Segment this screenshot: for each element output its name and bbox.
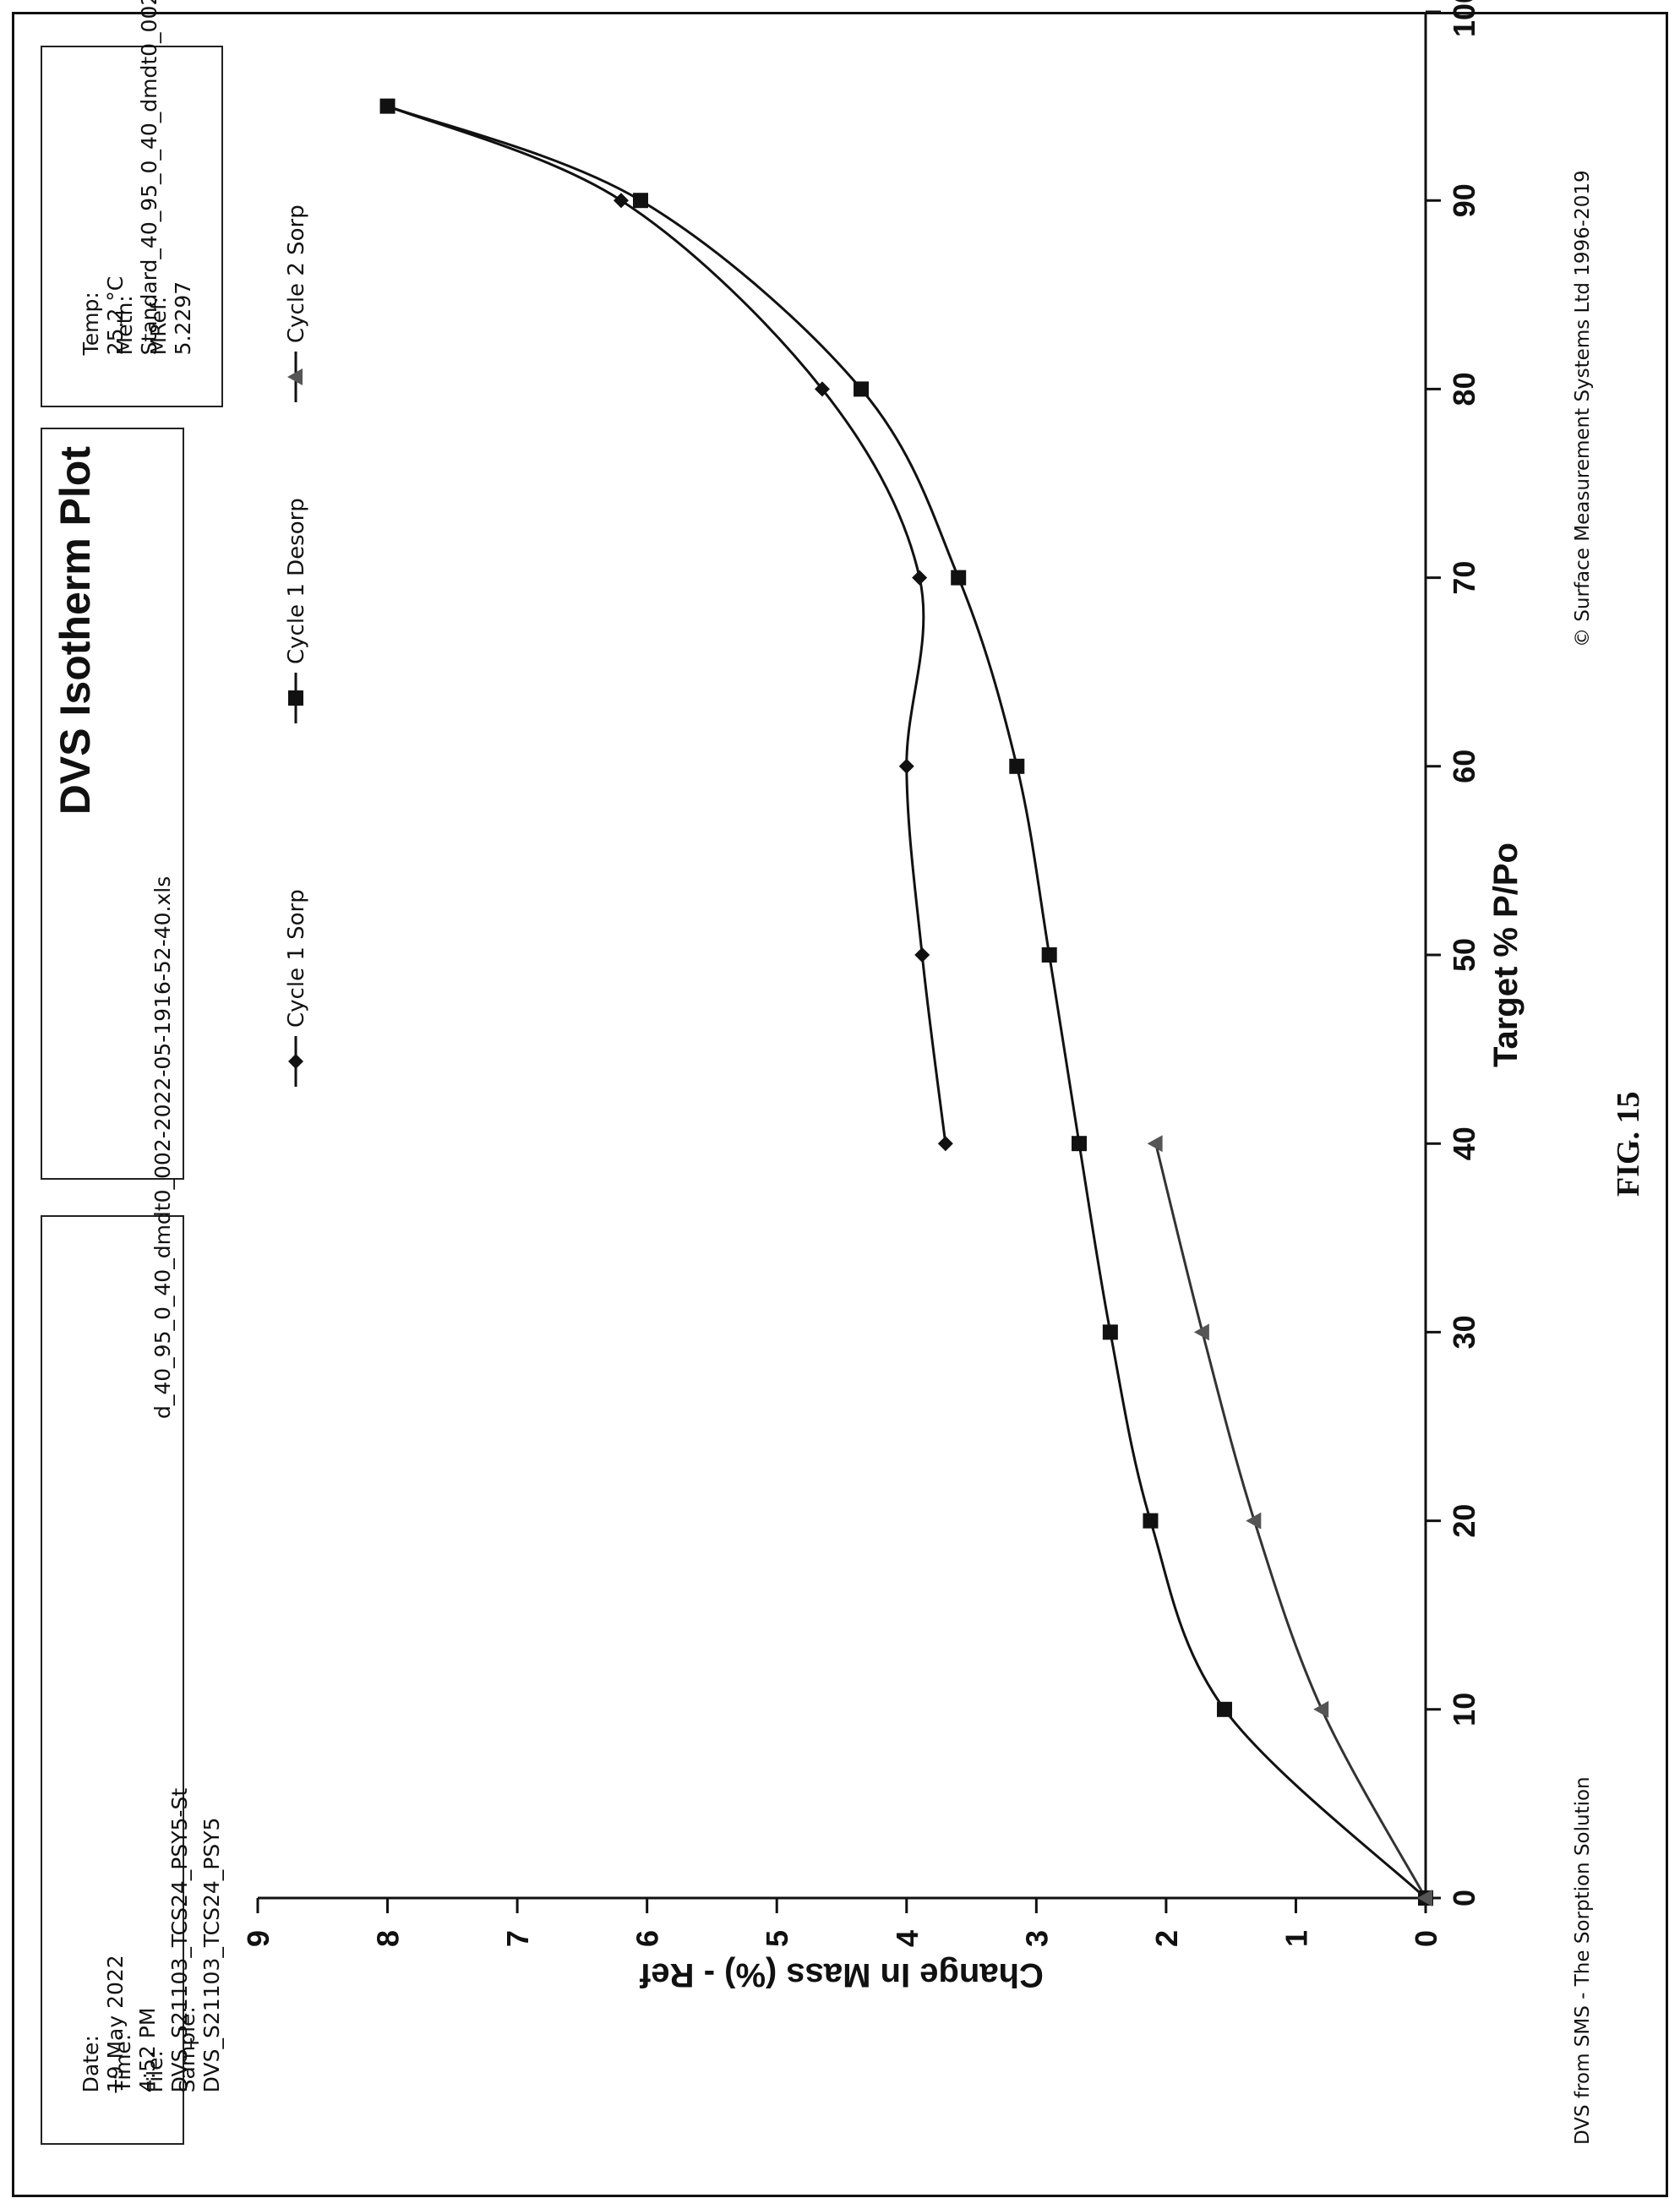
- footer-left: DVS from SMS - The Sorption Solution: [1572, 1776, 1594, 2145]
- y-tick-label: 3: [1019, 1930, 1054, 1947]
- x-tick-label: 80: [1447, 372, 1481, 406]
- series-3-point: [1193, 1323, 1209, 1341]
- series-2-point: [854, 381, 870, 397]
- y-tick-label: 0: [1409, 1930, 1443, 1947]
- x-tick-label: 60: [1447, 750, 1481, 783]
- figure-caption: FIG. 15: [1611, 1091, 1646, 1197]
- page-frame: [12, 12, 1668, 2197]
- series-2-point: [1102, 1324, 1118, 1340]
- legend-label: Cycle 1 Sorp: [284, 889, 309, 1028]
- series-3-point: [1147, 1135, 1163, 1153]
- series-2-point: [951, 570, 967, 586]
- series-1-point: [814, 381, 830, 397]
- legend-label: Cycle 2 Sorp: [284, 205, 309, 343]
- series-2-point: [1009, 758, 1025, 774]
- x-tick-label: 10: [1447, 1693, 1481, 1726]
- x-tick-label: 30: [1447, 1315, 1481, 1349]
- series-1-point: [937, 1136, 953, 1152]
- y-tick-label: 7: [500, 1930, 535, 1947]
- x-tick-label: 50: [1447, 938, 1481, 972]
- y-tick-label: 5: [760, 1930, 794, 1947]
- series-3-point: [1417, 1890, 1432, 1906]
- series-1-point: [613, 193, 629, 209]
- series-2-point: [632, 193, 648, 209]
- series-2-point: [1041, 947, 1057, 963]
- legend-marker: [288, 690, 303, 706]
- y-tick-label: 1: [1279, 1930, 1313, 1947]
- y-tick-label: 2: [1149, 1930, 1184, 1947]
- series-line-2: [387, 105, 1427, 1900]
- series-line-3: [1154, 1143, 1427, 1899]
- series-2-point: [1216, 1701, 1232, 1717]
- series-3-point: [1246, 1512, 1262, 1530]
- x-tick-label: 20: [1447, 1504, 1481, 1538]
- y-tick-label: 4: [890, 1930, 925, 1947]
- series-1-point: [898, 758, 914, 774]
- isotherm-chart: 0 10 20 30 40 50 60 70 80 90 100 0 1 2 3 4 5 6 7 8 9 Target %…: [241, 0, 1525, 1994]
- series-2-point: [1143, 1513, 1159, 1529]
- legend-label: Cycle 1 Desorp: [284, 498, 309, 664]
- series-2-point: [1072, 1136, 1088, 1152]
- x-tick-label: 40: [1447, 1126, 1481, 1160]
- series-3-point: [1313, 1700, 1329, 1718]
- series-line-1: [386, 105, 947, 1144]
- y-axis-title: Change In Mass (%) - Ref: [639, 1956, 1044, 1994]
- x-tick-label: 70: [1447, 561, 1481, 595]
- y-tick-label: 9: [241, 1930, 275, 1947]
- x-axis-title: Target % P/Po: [1487, 843, 1525, 1067]
- footer-right: © Surface Measurement Systems Ltd 1996-2…: [1572, 170, 1594, 647]
- y-tick-label: 8: [371, 1930, 406, 1947]
- x-tick-label: 90: [1447, 183, 1481, 217]
- y-tick-label: 6: [630, 1930, 665, 1947]
- x-tick-label: 100: [1447, 0, 1481, 37]
- series-2-point: [379, 98, 395, 114]
- rotated-page: Date: 19 May 2022 Time: 4:52 PM File: DV…: [41, 0, 1646, 2145]
- series-1-point: [914, 947, 930, 963]
- series-1-point: [912, 570, 928, 586]
- x-tick-label: 0: [1447, 1890, 1481, 1906]
- legend-marker: [287, 368, 303, 385]
- legend-marker: [288, 1054, 303, 1069]
